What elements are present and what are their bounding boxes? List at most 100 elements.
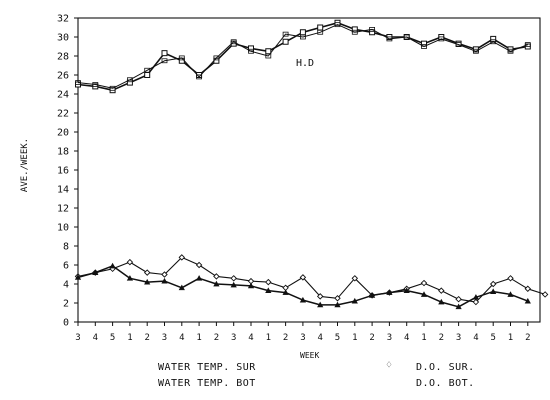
x-tick-label: 2 [144,333,149,343]
x-tick-label: 3 [300,333,305,343]
do-bot-point [299,296,307,303]
x-tick-label: 4 [93,333,98,343]
water-temp-sur-point [161,50,168,57]
do-sur-point [230,275,237,282]
do-bot-point [507,291,514,297]
legend-water-temp-sur: WATER TEMP. SUR [158,362,256,373]
water-temp-bot-point [455,42,462,47]
do-bot-point [126,275,134,281]
do-sur-point [213,273,220,280]
do-sur-point [420,279,428,287]
do-sur-point [524,285,532,292]
x-axis: 3 4 5 1 2 3 4 1 2 3 4 1 2 3 4 5 1 2 3 4 1 2 3 4 5 1 2 [75,322,531,343]
water-temp-bot-point [265,53,272,59]
water-temp-bot-point [334,22,341,28]
legend-do-sur-marker: ♢ [386,360,393,371]
y-tick-label: 26 [57,71,69,82]
do-bot-point [144,278,151,285]
x-tick-label: 1 [421,333,426,343]
do-bot-point [195,275,203,281]
series-water-temp-bot [75,22,531,91]
water-temp-bot-point [403,34,410,40]
do-bot-point [317,301,324,308]
water-temp-bot-point [421,44,427,49]
x-tick-label: 5 [335,333,340,343]
x-axis-label: WEEK [300,351,320,360]
x-tick-label: 2 [369,333,374,343]
x-tick-label: 4 [404,333,409,343]
x-tick-label: 3 [75,333,80,343]
series-do-bot [74,262,531,310]
y-tick-label: 10 [57,223,69,234]
y-tick-label: 0 [63,318,69,329]
do-bot-point [178,284,185,291]
water-temp-bot-point [109,85,116,91]
y-tick-label: 28 [57,52,69,63]
do-sur-point [455,295,462,303]
do-sur-point [489,280,497,288]
y-tick-label: 16 [57,166,69,177]
x-tick-label: 1 [266,333,271,343]
do-bot-point [472,294,480,300]
water-temp-sur-point [144,72,151,78]
do-bot-point [282,289,289,295]
water-temp-sur-point [178,57,185,64]
chart-annotation: H.D [296,58,315,69]
x-tick-label: 1 [352,333,357,343]
do-bot-point [403,287,410,294]
water-temp-bot-point [369,26,376,32]
do-sur-point [472,298,480,306]
do-bot-point [92,269,99,275]
x-tick-label: 1 [196,333,201,343]
water-temp-bot-point [127,77,133,83]
water-temp-bot-point [524,42,531,47]
x-tick-label: 1 [508,333,513,343]
water-temp-bot-point [75,80,81,85]
do-bot-point [265,287,272,294]
y-tick-label: 20 [57,128,69,139]
y-tick-label: 14 [57,185,69,196]
water-temp-sur-point [282,38,289,45]
y-tick-label: 18 [57,147,69,158]
do-bot-point [351,297,358,304]
do-sur-point [438,287,445,294]
x-tick-label: 3 [387,333,392,343]
y-tick-label: 6 [63,261,69,272]
do-sur-point [178,254,186,261]
y-tick-label: 22 [57,109,69,120]
x-tick-label: 2 [214,333,219,343]
x-tick-label: 4 [473,333,478,343]
x-tick-label: 4 [248,333,253,343]
do-sur-point [126,258,134,266]
do-bot-point [213,280,220,287]
do-bot-point [420,291,428,297]
series-layer [74,19,549,310]
water-temp-bot-point [178,55,185,61]
water-temp-bot-point [213,55,220,61]
y-tick-label: 4 [63,280,69,291]
x-tick-label: 4 [317,333,322,343]
x-tick-label: 2 [439,333,444,343]
x-tick-label: 1 [127,333,132,343]
water-temp-bot-point [144,67,151,73]
water-temp-sur-point [490,35,497,42]
water-temp-bot-point [386,36,393,42]
x-tick-label: 5 [110,333,115,343]
water-temp-bot-point [490,39,497,45]
series-water-temp-sur [75,19,531,94]
do-bot-point [524,297,531,304]
water-temp-bot-point [248,48,254,54]
do-sur-point [351,275,359,282]
legend-water-temp-bot: WATER TEMP. BOT [158,378,256,389]
do-bot-point [74,274,82,280]
x-tick-label: 3 [162,333,167,343]
do-sur-point [265,278,272,286]
do-sur-point [143,269,151,276]
do-bot-point [247,282,255,289]
x-tick-label: 3 [231,333,236,343]
x-tick-label: 4 [179,333,184,343]
water-temp-bot-point [196,74,203,80]
do-bot-point [368,292,376,298]
y-tick-label: 8 [63,242,69,253]
